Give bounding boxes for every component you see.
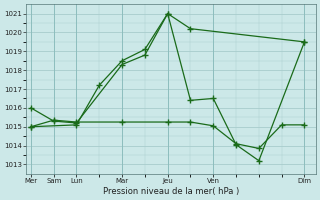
X-axis label: Pression niveau de la mer( hPa ): Pression niveau de la mer( hPa ) bbox=[103, 187, 239, 196]
